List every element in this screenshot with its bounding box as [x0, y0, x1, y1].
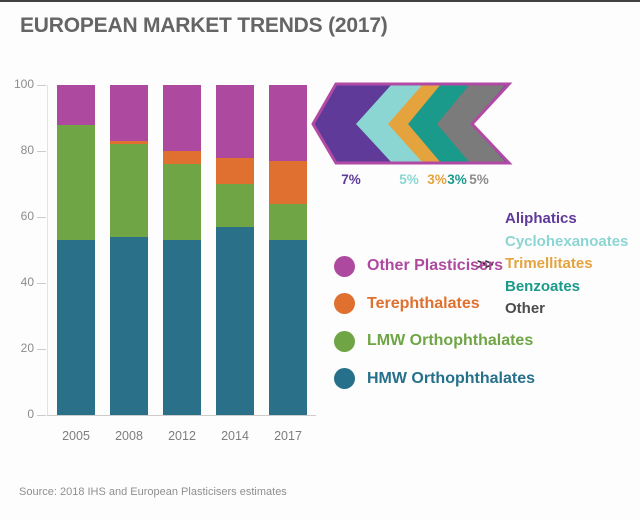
y-axis-tick-mark — [37, 85, 46, 86]
bar-segment — [110, 141, 148, 145]
bar-segment — [269, 203, 307, 241]
legend-dot — [334, 368, 355, 389]
legend-item: Terephthalates — [334, 292, 535, 316]
legend-item: Other Plasticisers — [334, 254, 535, 278]
bar-segment — [269, 85, 307, 161]
breakdown-legend-item: Cyclohexanoates — [505, 232, 629, 250]
bar-segment — [163, 240, 201, 415]
legend-label: Other Plasticisers — [367, 257, 504, 274]
x-axis-line — [47, 415, 316, 416]
breakdown-legend-item: Aliphatics — [505, 210, 577, 227]
bar-segment — [216, 226, 254, 415]
breakdown-pct-label: 3% — [447, 172, 467, 187]
bar-segment — [57, 85, 95, 125]
bar-segment — [110, 144, 148, 237]
x-axis-year-label: 2014 — [221, 429, 249, 443]
bar-segment — [163, 164, 201, 241]
breakdown-pct-label: 5% — [469, 172, 489, 187]
y-axis-tick-mark — [37, 415, 46, 416]
y-axis-tick-mark — [37, 283, 46, 284]
breakdown-pct-label: 5% — [399, 172, 419, 187]
x-axis-year-label: 2012 — [168, 429, 196, 443]
breakdown-pct-row: 7% 5% 3% 3% 5% — [0, 172, 640, 190]
breakdown-legend: Aliphatics Cyclohexanoates Trimellitates Be… — [505, 208, 628, 321]
breakdown-pct-label: 3% — [427, 172, 447, 187]
bar-segment — [57, 240, 95, 415]
legend-dot — [334, 255, 355, 277]
bar-segment — [216, 184, 254, 227]
y-axis-tick-mark — [37, 217, 46, 218]
legend-label: LMW Orthophthalates — [367, 332, 534, 349]
bar-segment — [110, 236, 148, 415]
y-axis-tick-label: 60 — [20, 209, 34, 223]
chevron-band-other — [437, 84, 506, 163]
legend-item: LMW Orthophthalates — [334, 329, 535, 353]
y-axis-tick-label: 100 — [13, 77, 34, 91]
legend-dot — [334, 293, 355, 314]
breakdown-pct-label: 7% — [341, 172, 361, 187]
bar-segment — [57, 124, 95, 241]
page-title: EUROPEAN MARKET TRENDS (2017) — [20, 14, 388, 37]
legend-dot — [334, 330, 355, 352]
bar-segment — [163, 85, 201, 151]
legend-label: Terephthalates — [367, 294, 480, 312]
bar-segment — [163, 151, 201, 165]
y-axis-line — [47, 85, 48, 415]
x-axis-year-label: 2008 — [115, 429, 143, 443]
chart-legend: Other Plasticisers Terephthalates LMW Orth… — [334, 254, 535, 404]
y-axis-tick-mark — [37, 349, 46, 350]
breakdown-legend-item: Benzoates — [505, 277, 581, 295]
y-axis-tick-label: 80 — [20, 143, 34, 157]
breakdown-legend-item: Trimellitates — [505, 255, 593, 273]
source-note: Source: 2018 IHS and European Plasticise… — [19, 486, 287, 498]
bar-segment — [216, 157, 254, 184]
legend-label: HMW Orthophthalates — [367, 369, 535, 387]
x-axis-year-label: 2017 — [274, 429, 302, 443]
bar-segment — [110, 85, 148, 142]
y-axis-tick-label: 40 — [20, 275, 34, 289]
y-axis-tick-label: 0 — [27, 407, 34, 421]
y-axis-tick-mark — [37, 151, 46, 152]
y-axis-tick-label: 20 — [20, 341, 34, 355]
bar-segment — [269, 160, 307, 204]
legend-item: HMW Orthophthalates — [334, 367, 535, 391]
breakdown-legend-item: Other — [505, 300, 546, 318]
top-border — [0, 0, 640, 2]
double-chevron-pointer: >> — [477, 256, 494, 273]
bar-segment — [269, 240, 307, 415]
x-axis-year-label: 2005 — [62, 429, 90, 443]
bar-segment — [216, 85, 254, 158]
chevron-outline — [311, 82, 513, 165]
breakdown-chevron-graphic — [311, 82, 513, 165]
